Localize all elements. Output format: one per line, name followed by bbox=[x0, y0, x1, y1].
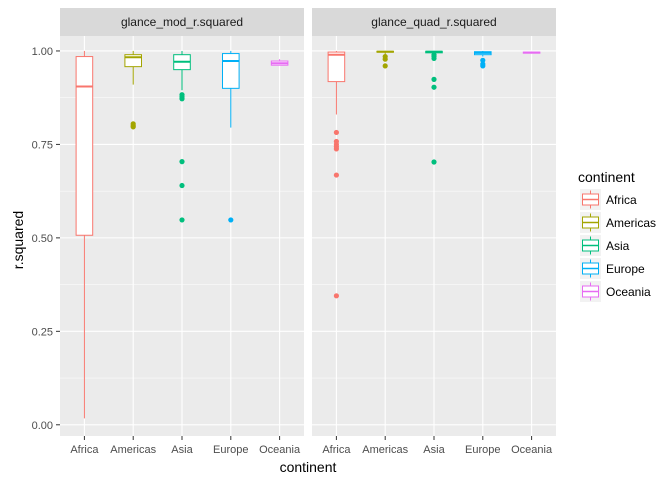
outlier-point bbox=[179, 182, 185, 189]
box-americas bbox=[376, 50, 394, 69]
legend-label: Asia bbox=[606, 239, 630, 253]
outlier-point bbox=[333, 129, 339, 136]
outlier-point bbox=[382, 63, 388, 69]
box-americas bbox=[124, 50, 142, 130]
facet-panel: glance_mod_r.squared Africa Americas Asia Eu… bbox=[60, 8, 304, 456]
x-tick-label: Oceania bbox=[511, 444, 553, 456]
x-tick-label: Africa bbox=[70, 444, 99, 456]
y-axis-title: r.squared bbox=[10, 211, 26, 269]
x-tick-label: Oceania bbox=[259, 444, 301, 456]
outlier-point bbox=[179, 96, 185, 102]
y-axis: 0.00 0.25 0.50 0.75 1.00 bbox=[32, 46, 60, 432]
box-oceania bbox=[522, 51, 541, 54]
box-iqr bbox=[124, 54, 142, 68]
box-africa bbox=[327, 50, 346, 299]
x-tick-label: Asia bbox=[171, 444, 193, 456]
y-tick-label: 0.25 bbox=[32, 326, 53, 338]
outlier-point bbox=[333, 293, 339, 299]
legend-item-americas: Americas bbox=[580, 212, 656, 233]
facet-strip bbox=[312, 8, 556, 36]
legend-label: Oceania bbox=[606, 285, 651, 299]
x-axis-title: continent bbox=[280, 459, 337, 475]
outlier-point bbox=[382, 56, 388, 62]
y-tick-label: 0.75 bbox=[32, 139, 53, 151]
x-tick-label: Americas bbox=[110, 444, 156, 456]
legend-item-africa: Africa bbox=[580, 189, 637, 210]
outlier-point bbox=[431, 76, 437, 82]
outlier-point bbox=[480, 63, 486, 69]
outlier-point bbox=[431, 159, 437, 165]
facet-strip-label: glance_quad_r.squared bbox=[371, 15, 496, 29]
legend-title: continent bbox=[578, 169, 635, 185]
legend-item-europe: Europe bbox=[580, 258, 645, 279]
legend-item-asia: Asia bbox=[580, 235, 630, 256]
legend-item-oceania: Oceania bbox=[580, 281, 651, 302]
facet-strip-label: glance_mod_r.squared bbox=[121, 15, 243, 29]
outlier-point bbox=[179, 217, 185, 223]
x-tick-label: Asia bbox=[423, 444, 445, 456]
legend-label: Africa bbox=[606, 193, 637, 207]
facet-panel: glance_quad_r.squared Africa Americas Asia E… bbox=[312, 8, 556, 456]
panels-layer: glance_mod_r.squared Africa Americas Asia Eu… bbox=[60, 8, 556, 456]
box-asia bbox=[173, 50, 191, 223]
x-tick-label: Americas bbox=[362, 444, 408, 456]
outlier-point bbox=[333, 146, 339, 152]
legend-label: Americas bbox=[606, 216, 656, 230]
outlier-point bbox=[431, 55, 437, 62]
box-africa bbox=[75, 50, 94, 419]
outlier-point bbox=[228, 217, 234, 223]
x-tick-label: Europe bbox=[465, 444, 500, 456]
box-asia bbox=[425, 50, 443, 165]
outlier-point bbox=[179, 159, 185, 165]
y-tick-label: 0.00 bbox=[32, 420, 53, 432]
box-oceania bbox=[270, 59, 289, 66]
outlier-point bbox=[130, 121, 136, 127]
outlier-point bbox=[431, 84, 437, 90]
box-iqr bbox=[75, 56, 94, 236]
outlier-point bbox=[480, 57, 486, 63]
legend: continent Africa Americas Asia Europe Oceani… bbox=[578, 169, 656, 302]
legend-label: Europe bbox=[606, 262, 645, 276]
y-tick-label: 0.50 bbox=[32, 233, 53, 245]
facet-strip bbox=[60, 8, 304, 36]
x-tick-label: Africa bbox=[322, 444, 351, 456]
box-europe bbox=[474, 50, 492, 69]
box-iqr bbox=[222, 53, 240, 89]
box-iqr bbox=[327, 51, 346, 83]
box-europe bbox=[222, 50, 240, 223]
outlier-point bbox=[333, 172, 339, 178]
y-tick-label: 1.00 bbox=[32, 46, 53, 58]
x-tick-label: Europe bbox=[213, 444, 248, 456]
